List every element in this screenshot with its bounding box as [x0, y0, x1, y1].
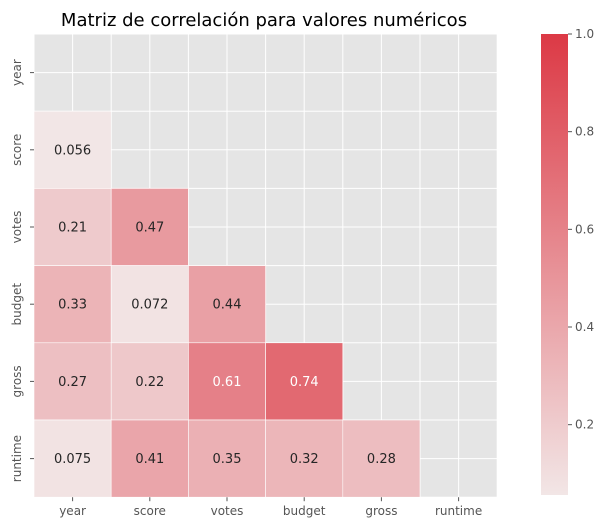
y-tick-label: score	[10, 134, 24, 166]
heatmap-cell-runtime-votes	[188, 419, 266, 498]
cell-annotation: 0.21	[58, 221, 87, 236]
y-tick-label: budget	[10, 283, 24, 326]
heatmap-cell-budget-score	[110, 265, 189, 344]
cell-annotation: 0.27	[58, 375, 87, 390]
colorbar-tick-label: 0.6	[575, 222, 594, 236]
axis-ticks: year year score score votes votes budget budget…	[10, 59, 482, 518]
cell-annotation: 0.28	[367, 452, 396, 467]
cell-annotation: 0.056	[54, 143, 91, 158]
plot-area: 0.056 0.21 0.47 0.33 0.072 0.44 0.27 0.22 0.61 0.…	[10, 33, 498, 518]
chart-title: Matriz de correlación para valores numér…	[61, 10, 467, 31]
x-tick-label: gross	[365, 504, 397, 518]
x-tick-label: votes	[211, 504, 244, 518]
heatmap-cell-votes-score	[110, 188, 189, 266]
x-tick-label: budget	[283, 504, 326, 518]
cell-annotation: 0.44	[213, 298, 242, 313]
heatmap-cells: 0.056 0.21 0.47 0.33 0.072 0.44 0.27 0.22 0.61 0.…	[33, 110, 421, 498]
heatmap-cell-budget-votes	[188, 265, 266, 344]
cell-annotation: 0.075	[54, 452, 91, 467]
x-tick-label: year	[59, 504, 86, 518]
y-tick-label: year	[10, 59, 24, 86]
heatmap-cell-runtime-gross	[342, 419, 421, 498]
y-tick-label: gross	[10, 365, 24, 397]
cell-annotation: 0.47	[135, 221, 164, 236]
x-tick-label: score	[134, 504, 166, 518]
y-tick-label: runtime	[10, 435, 24, 482]
cell-annotation: 0.32	[290, 452, 319, 467]
cell-annotation: 0.33	[58, 298, 87, 313]
heatmap-cell-votes-year	[33, 188, 112, 266]
colorbar-tick-label: 0.2	[575, 418, 594, 432]
heatmap-cell-runtime-year	[33, 419, 112, 498]
heatmap-cell-runtime-budget	[265, 419, 344, 498]
heatmap-cell-gross-budget	[265, 342, 344, 421]
colorbar: 0.2 0.4 0.6 0.8 1.0	[541, 27, 594, 495]
colorbar-tick-label: 0.4	[575, 320, 594, 334]
cell-annotation: 0.22	[135, 375, 164, 390]
heatmap-cell-runtime-score	[110, 419, 189, 498]
cell-annotation: 0.74	[290, 375, 319, 390]
colorbar-tick-label: 0.8	[575, 125, 594, 139]
cell-annotation: 0.41	[135, 452, 164, 467]
cell-annotation: 0.61	[213, 375, 242, 390]
y-tick-label: votes	[10, 211, 24, 244]
heatmap-cell-gross-votes	[188, 342, 266, 421]
x-tick-label: runtime	[435, 504, 482, 518]
colorbar-tick-label: 1.0	[575, 27, 594, 41]
cell-annotation: 0.072	[131, 298, 168, 313]
cell-annotation: 0.35	[213, 452, 242, 467]
colorbar-gradient	[541, 34, 568, 495]
heatmap-cell-score-year	[33, 110, 112, 189]
